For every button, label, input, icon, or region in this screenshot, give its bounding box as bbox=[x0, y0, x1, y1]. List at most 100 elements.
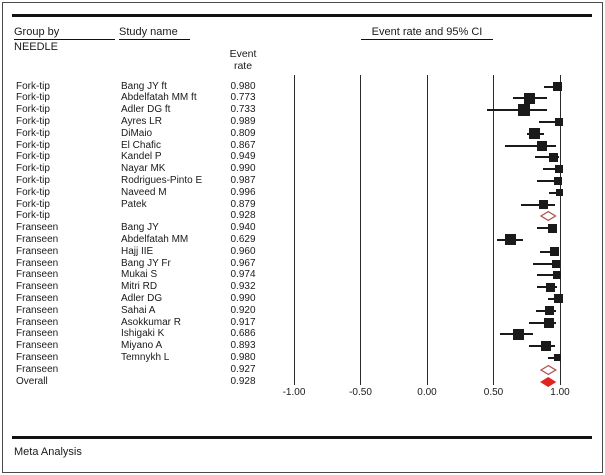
study-cell: Sahai A bbox=[121, 304, 156, 316]
group-by-value: NEEDLE bbox=[14, 41, 59, 53]
study-cell: Ishigaki K bbox=[121, 328, 165, 340]
ci-whisker bbox=[549, 191, 560, 194]
ci-whisker bbox=[544, 85, 560, 88]
axis-tick-label: 0.00 bbox=[417, 387, 437, 398]
group-cell: Franseen bbox=[16, 234, 59, 245]
ci-whisker bbox=[540, 250, 559, 253]
group-cell: Franseen bbox=[16, 363, 59, 375]
point-marker bbox=[554, 117, 563, 126]
group-cell: Franseen bbox=[16, 257, 59, 269]
rate-cell: 0.989 bbox=[230, 116, 256, 127]
point-marker bbox=[540, 341, 551, 352]
point-marker bbox=[554, 294, 564, 304]
point-marker bbox=[554, 176, 563, 185]
study-name-label: Study name bbox=[119, 26, 178, 38]
rate-cell: 0.917 bbox=[230, 316, 256, 328]
point-marker bbox=[544, 306, 554, 316]
point-marker bbox=[554, 165, 563, 174]
point-marker bbox=[550, 247, 560, 257]
study-cell: Nayar MK bbox=[121, 163, 166, 175]
rate-cell: 0.980 bbox=[230, 80, 256, 92]
point-marker bbox=[555, 189, 563, 197]
study-cell: Mukai S bbox=[121, 269, 158, 281]
study-cell: Adler DG ft bbox=[121, 104, 171, 116]
ci-whisker bbox=[521, 203, 555, 206]
meta-analysis-label: Meta Analysis bbox=[14, 446, 82, 458]
event-rate-column-header: Event rate bbox=[221, 48, 265, 72]
rate-cell: 0.867 bbox=[230, 139, 256, 151]
point-marker bbox=[543, 317, 554, 328]
group-cell: Franseen bbox=[16, 293, 59, 304]
study-cell: Hajj IIE bbox=[121, 245, 154, 257]
group-cell: Fork-tip bbox=[16, 92, 50, 104]
group-cell: Fork-tip bbox=[16, 127, 50, 139]
study-cell: DiMaio bbox=[121, 127, 153, 139]
point-marker bbox=[518, 104, 531, 117]
group-cell: Franseen bbox=[16, 281, 59, 293]
rate-cell: 0.967 bbox=[230, 257, 256, 269]
group-cell: Franseen bbox=[16, 269, 59, 281]
rate-cell: 0.879 bbox=[230, 198, 256, 210]
group-cell: Franseen bbox=[16, 245, 59, 257]
rate-cell: 0.990 bbox=[230, 163, 256, 175]
study-name-column-header: Study name bbox=[119, 26, 190, 40]
axis-tick-label: 1.00 bbox=[550, 387, 570, 398]
rate-cell: 0.686 bbox=[230, 328, 256, 340]
rate-cell: 0.974 bbox=[230, 269, 256, 281]
rate-cell: 0.932 bbox=[230, 281, 256, 293]
rate-cell: 0.928 bbox=[230, 210, 256, 222]
ci-header-label: Event rate and 95% CI bbox=[371, 26, 483, 38]
group-cell: Fork-tip bbox=[16, 186, 50, 198]
study-cell: Naveed M bbox=[121, 186, 167, 198]
point-marker bbox=[529, 128, 541, 140]
axis-tick-label: 0.50 bbox=[483, 387, 504, 398]
point-marker bbox=[553, 354, 561, 362]
study-cell: Bang JY Fr bbox=[121, 257, 171, 269]
study-cell: Mitri RD bbox=[121, 281, 158, 293]
rate-cell: 0.940 bbox=[230, 222, 256, 234]
ci-whisker bbox=[537, 274, 560, 277]
rate-cell: 0.927 bbox=[230, 363, 256, 375]
group-by-column-header: Group by bbox=[14, 26, 115, 40]
study-cell: Rodrigues-Pinto E bbox=[121, 175, 203, 186]
event-rate-label-line1: Event bbox=[229, 48, 257, 60]
ci-whisker bbox=[542, 168, 560, 171]
axis-gridline bbox=[493, 75, 494, 385]
rate-cell: 0.987 bbox=[230, 175, 256, 186]
group-cell: Franseen bbox=[16, 352, 59, 363]
point-marker bbox=[512, 328, 524, 340]
study-cell: Abdelfatah MM ft bbox=[121, 92, 197, 104]
point-marker bbox=[552, 271, 561, 280]
rate-cell: 0.928 bbox=[230, 375, 256, 387]
ci-whisker bbox=[548, 297, 560, 300]
rate-cell: 0.629 bbox=[230, 234, 256, 245]
study-cell: Ayres LR bbox=[121, 116, 162, 127]
rate-cell: 0.773 bbox=[230, 92, 256, 104]
event-rate-label-line2: rate bbox=[233, 59, 253, 72]
point-marker bbox=[546, 282, 556, 292]
ci-whisker bbox=[486, 109, 547, 112]
axis-gridline bbox=[426, 75, 428, 385]
study-cell: Bang JY ft bbox=[121, 80, 167, 92]
axis-gridline bbox=[360, 75, 361, 385]
rate-cell: 0.980 bbox=[230, 352, 256, 363]
study-cell: Temnykh L bbox=[121, 352, 170, 363]
rate-cell: 0.733 bbox=[230, 104, 256, 116]
study-cell: Adler DG bbox=[121, 293, 163, 304]
study-cell: Miyano A bbox=[121, 340, 163, 352]
group-cell: Franseen bbox=[16, 340, 59, 352]
top-rule bbox=[12, 14, 592, 17]
point-marker bbox=[505, 234, 517, 246]
study-cell: Abdelfatah MM bbox=[121, 234, 189, 245]
group-cell: Overall bbox=[16, 375, 48, 387]
ci-whisker bbox=[529, 321, 556, 324]
ci-whisker bbox=[537, 179, 560, 182]
point-marker bbox=[524, 92, 536, 104]
ci-whisker bbox=[537, 227, 558, 230]
group-cell: Fork-tip bbox=[16, 175, 50, 186]
group-cell: Fork-tip bbox=[16, 139, 50, 151]
group-cell: Franseen bbox=[16, 304, 59, 316]
